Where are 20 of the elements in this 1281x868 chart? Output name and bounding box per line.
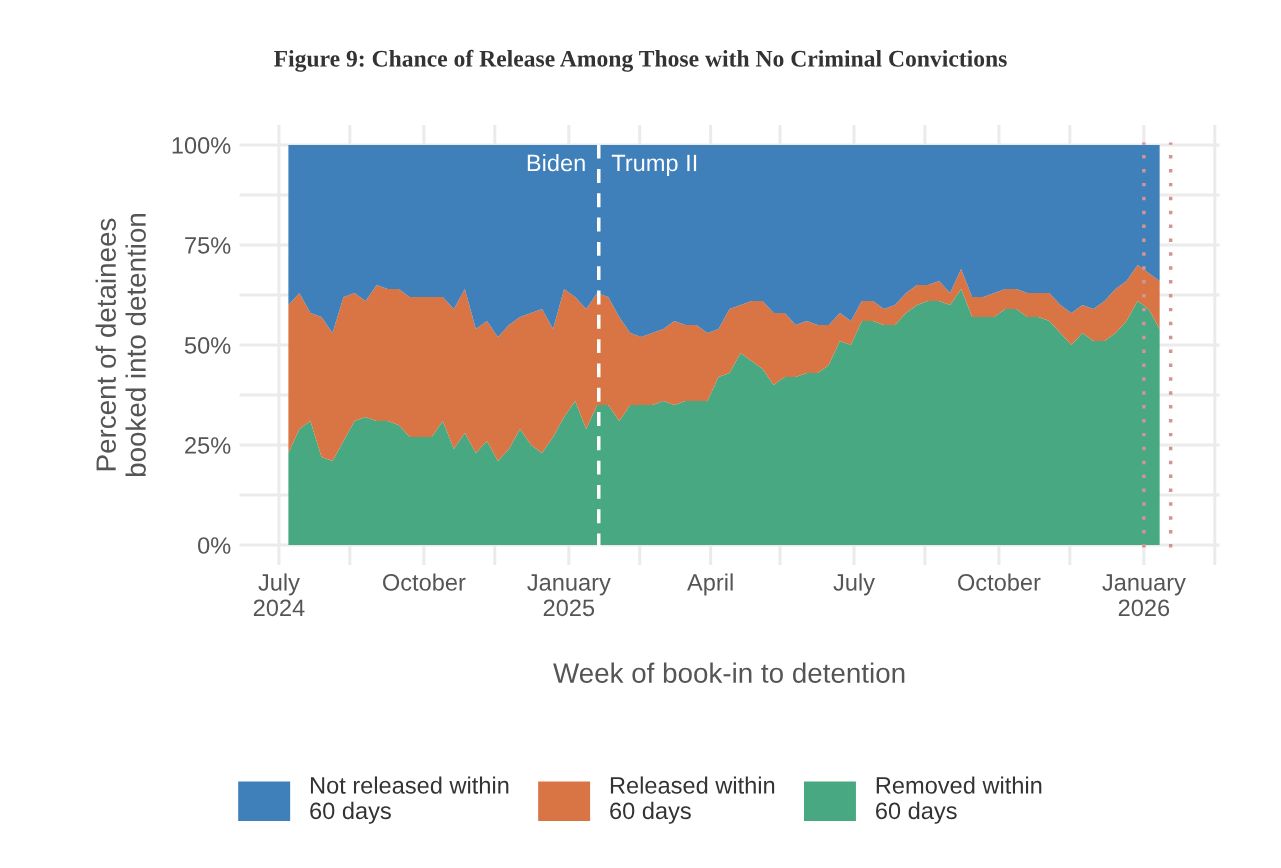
x-axis-title: Week of book-in to detention bbox=[553, 662, 905, 683]
annotation: Biden bbox=[527, 153, 585, 172]
y-tick-label: 100% bbox=[172, 137, 231, 154]
y-tick-label: 25% bbox=[185, 437, 231, 454]
x-tick-label: October bbox=[958, 573, 1041, 591]
x-tick-label: October bbox=[383, 573, 466, 591]
legend-label: Not released within 60 days bbox=[310, 776, 509, 824]
y-tick-label: 50% bbox=[184, 337, 231, 354]
y-tick-label: 0% bbox=[198, 537, 231, 554]
chart-title: Figure 9: Chance of Release Among Those with No Criminal Convictions bbox=[274, 49, 1007, 72]
y-axis-title: Percent of detainees booked into detention bbox=[95, 214, 146, 477]
x-tick-label: July bbox=[833, 573, 875, 596]
y-tick-label: 75% bbox=[185, 237, 231, 254]
x-tick-label: January 2025 bbox=[527, 574, 611, 617]
x-tick-label: January 2026 bbox=[1102, 574, 1186, 617]
x-tick-label: July 2024 bbox=[253, 573, 305, 617]
legend-label: Removed within 60 days bbox=[876, 776, 1042, 824]
annotation: Trump II bbox=[611, 154, 697, 176]
x-tick-label: April bbox=[687, 573, 733, 596]
legend-label: Released within 60 days bbox=[610, 776, 775, 824]
